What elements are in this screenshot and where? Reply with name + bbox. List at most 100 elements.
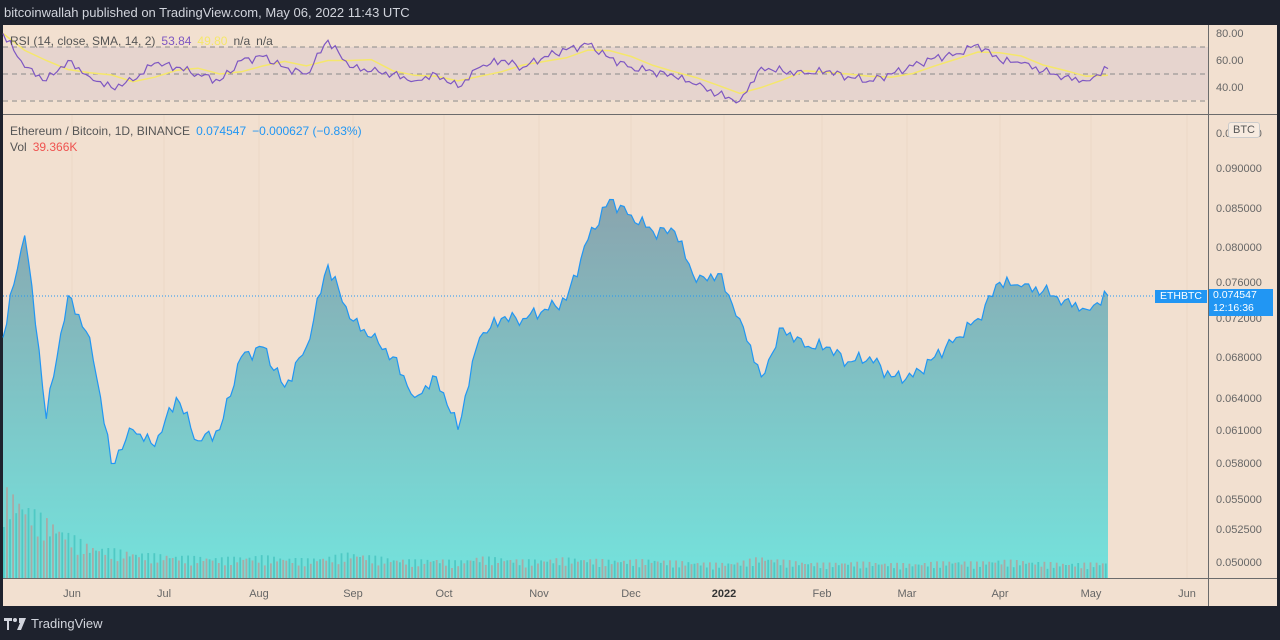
volume-bar [392,560,395,578]
volume-bar [690,564,693,578]
volume-bar [758,562,760,578]
time-axis-label: Feb [812,588,832,600]
volume-bar [141,553,143,578]
volume-bar [46,518,48,578]
volume-bar [724,565,727,578]
symbol-legend[interactable]: Ethereum / Bitcoin, 1D, BINANCE 0.074547−… [10,124,362,138]
volume-bar [595,558,598,578]
volume-bar [905,567,908,578]
volume-bar [718,567,720,578]
volume-bar [190,565,192,578]
volume-bar [942,561,945,578]
volume-bar [313,558,315,578]
rsi-legend[interactable]: RSI (14, close, SMA, 14, 2) 53.84 49.80 n/a… [10,34,273,48]
volume-bar [727,563,730,578]
volume-bar [527,559,530,578]
currency-badge[interactable]: BTC [1228,122,1260,138]
volume-bar [356,556,358,578]
volume-bar [110,558,113,578]
volume-bar [82,554,85,578]
volume-bar [577,561,579,578]
volume-bar [457,566,460,578]
volume-bar [233,556,235,578]
attribution-text: bitcoinwallah published on TradingView.c… [4,5,410,20]
volume-bar [966,566,969,578]
volume-bar [561,557,564,578]
volume-bar [276,561,278,578]
volume-bar [748,558,751,578]
volume-bar [497,563,499,578]
volume-bar [979,566,981,578]
volume-bar [1086,569,1089,578]
volume-bar [309,563,312,578]
volume-bar [1080,568,1083,578]
volume-bar [613,560,616,578]
volume-bar [807,564,809,578]
volume-bar [42,540,45,578]
volume-legend[interactable]: Vol 39.366K [10,140,77,154]
volume-bar [1043,561,1046,578]
volume-bar [380,556,383,578]
volume-bar [101,548,103,578]
volume-bar [39,512,42,578]
volume-value: 39.366K [32,140,78,154]
volume-bar [871,566,874,578]
volume-bar [211,560,214,578]
volume-bar [779,565,782,578]
volume-bar [429,561,432,578]
volume-bar [153,553,156,578]
volume-bar [626,563,628,578]
volume-bar [181,555,183,578]
volume-bar [896,562,898,578]
volume-bar [822,562,825,578]
volume-bar [55,533,57,578]
volume-bar [122,558,125,578]
volume-bar [95,550,97,578]
volume-bars [3,487,1107,578]
volume-bar [1077,563,1080,578]
volume-bar [669,560,671,578]
volume-bar [217,563,220,578]
volume-bar [70,547,73,578]
volume-bar [279,558,282,578]
price-axis-label: 0.055000 [1216,494,1262,506]
volume-bar [405,564,407,578]
volume-bar [819,568,822,578]
pane-divider[interactable] [3,114,1277,115]
volume-bar [325,560,328,578]
volume-bar [791,566,794,578]
price-axis-label: 0.072000 [1216,313,1262,325]
time-axis-label: Nov [529,588,549,600]
volume-bar [184,563,186,578]
volume-bar [337,564,340,578]
volume-bar [475,557,478,578]
volume-bar [699,565,702,578]
volume-bar [733,564,736,578]
volume-bar [586,562,588,578]
volume-bar [521,559,524,578]
volume-bar [6,487,8,578]
volume-bar [331,562,334,578]
volume-bar [260,555,263,578]
volume-bar [1009,559,1012,578]
tradingview-logo[interactable]: TradingView [4,616,103,631]
volume-bar [1055,562,1058,578]
volume-bar [1046,568,1049,578]
volume-bar [696,563,699,578]
volume-bar [837,565,840,578]
volume-bar [362,555,364,578]
volume-bar [666,565,668,578]
volume-bar [620,562,622,578]
volume-bar [573,558,576,578]
volume-bar [251,560,254,578]
volume-bar [1040,566,1043,578]
volume-bar [346,552,349,578]
volume-bar [1065,565,1067,578]
price-change: −0.000627 (−0.83%) [252,124,362,138]
volume-bar [1015,560,1018,578]
rsi-na-1: n/a [233,34,251,48]
volume-bar [285,560,288,578]
volume-bar [472,560,475,578]
volume-bar [386,558,389,578]
volume-bar [659,562,662,578]
